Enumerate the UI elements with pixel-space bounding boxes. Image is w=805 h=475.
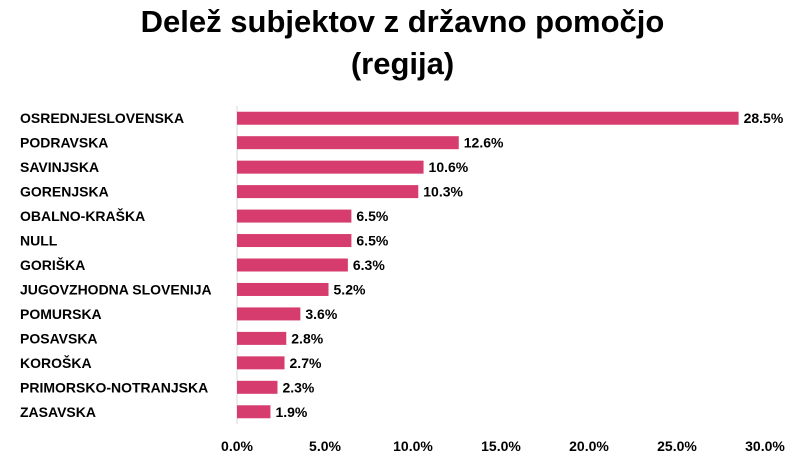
bar — [237, 405, 271, 419]
category-label: POMURSKA — [20, 306, 102, 322]
data-label: 6.5% — [356, 208, 388, 224]
bar — [237, 258, 348, 272]
data-label: 1.9% — [275, 404, 307, 420]
bar — [237, 136, 459, 150]
bar — [237, 111, 739, 125]
x-tick-label: 0.0% — [221, 438, 253, 454]
category-label: JUGOVZHODNA SLOVENIJA — [20, 281, 212, 297]
bar — [237, 160, 424, 174]
data-label: 10.3% — [423, 184, 463, 200]
data-label: 3.6% — [305, 306, 337, 322]
bar — [237, 307, 301, 321]
category-label: ZASAVSKA — [20, 404, 96, 420]
bar — [237, 185, 419, 199]
data-label: 10.6% — [429, 159, 469, 175]
x-tick-label: 30.0% — [745, 438, 785, 454]
data-label: 2.3% — [282, 379, 314, 395]
bar — [237, 356, 285, 370]
category-label: GORENJSKA — [20, 184, 109, 200]
category-label: KOROŠKA — [20, 354, 92, 371]
category-label: OBALNO-KRAŠKA — [20, 207, 145, 224]
chart-title: Delež subjektov z državno pomočjo — [140, 4, 665, 39]
bar — [237, 380, 278, 394]
x-tick-label: 25.0% — [657, 438, 697, 454]
data-label: 2.7% — [290, 355, 322, 371]
bar — [237, 282, 329, 296]
category-label: OSREDNJESLOVENSKA — [20, 110, 184, 126]
data-label: 6.5% — [356, 233, 388, 249]
bar — [237, 209, 352, 223]
category-label: PRIMORSKO-NOTRANJSKA — [20, 379, 208, 395]
category-label: SAVINJSKA — [20, 159, 99, 175]
data-label: 28.5% — [744, 110, 784, 126]
x-tick-label: 15.0% — [481, 438, 521, 454]
chart-subtitle: (regija) — [350, 46, 455, 81]
data-label: 2.8% — [291, 330, 323, 346]
category-label: PODRAVSKA — [20, 135, 108, 151]
bar — [237, 234, 352, 248]
category-label: NULL — [20, 233, 58, 249]
bar — [237, 331, 287, 345]
data-label: 6.3% — [353, 257, 385, 273]
data-label: 5.2% — [334, 281, 366, 297]
category-label: POSAVSKA — [20, 330, 98, 346]
category-label: GORIŠKA — [20, 256, 85, 273]
x-tick-label: 5.0% — [309, 438, 341, 454]
x-tick-label: 20.0% — [569, 438, 609, 454]
x-tick-label: 10.0% — [393, 438, 433, 454]
data-label: 12.6% — [464, 135, 504, 151]
